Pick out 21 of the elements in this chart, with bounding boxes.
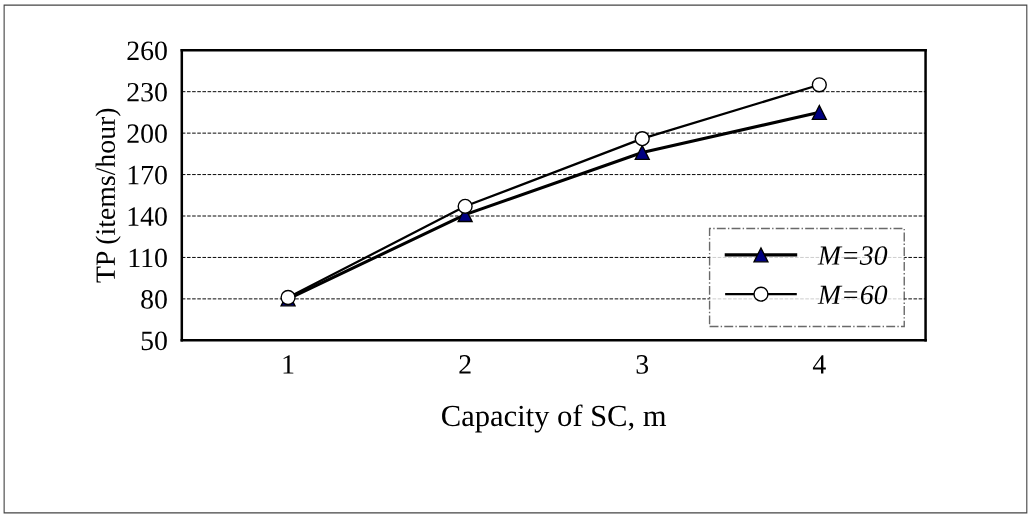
x-tick-label: 2	[459, 355, 471, 374]
legend-label: M=30	[817, 246, 888, 265]
y-tick-label: 80	[141, 290, 167, 309]
y-tick-label: 170	[128, 165, 167, 185]
point	[811, 104, 827, 121]
point	[811, 77, 827, 93]
x-tick-label: 3	[636, 355, 649, 374]
point	[634, 131, 650, 147]
point	[634, 144, 650, 161]
x-axis-title: Capacity of SC, m	[442, 404, 667, 433]
y-tick-label: 50	[141, 331, 167, 351]
y-tick-label: 140	[128, 207, 167, 226]
x-tick-label: 1	[283, 355, 294, 374]
y-axis-title: TP (items/hour)	[95, 108, 121, 283]
legend-label: M=60	[817, 285, 888, 305]
point	[457, 198, 473, 214]
y-tick-label: 200	[127, 124, 167, 144]
x-tick-label: 4	[812, 355, 826, 374]
y-tick-label: 230	[127, 82, 167, 102]
y-tick-label: 260	[127, 41, 167, 61]
y-tick-label: 110	[129, 248, 167, 268]
